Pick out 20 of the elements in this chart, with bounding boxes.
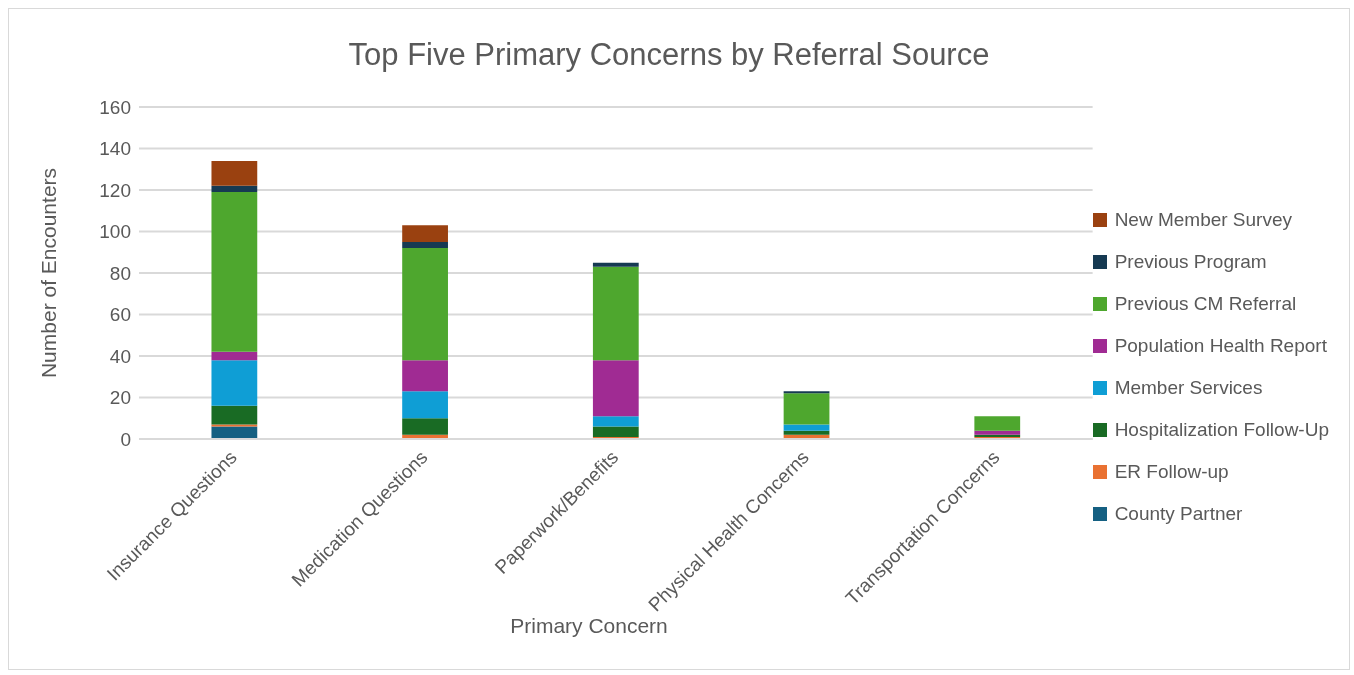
y-tick-label: 40 (109, 345, 131, 367)
legend-label: Hospitalization Follow-Up (1114, 419, 1329, 441)
y-tick-label: 60 (109, 304, 131, 326)
chart-title: Top Five Primary Concerns by Referral Source (347, 37, 991, 73)
legend-label: Previous CM Referral (1114, 293, 1297, 315)
y-tick-label: 140 (99, 138, 131, 160)
legend-label: Previous Program (1114, 251, 1267, 273)
legend-label: New Member Survey (1114, 209, 1293, 231)
legend-label: Population Health Report (1114, 335, 1327, 357)
legend-label: Member Services (1114, 377, 1263, 399)
legend-label: County Partner (1114, 503, 1243, 525)
y-tick-label: 0 (120, 428, 131, 450)
y-tick-label: 80 (109, 262, 131, 284)
x-axis-title: Primary Concern (509, 614, 669, 638)
legend-label: ER Follow-up (1114, 461, 1229, 483)
y-axis-title: Number of Encounters (37, 167, 61, 379)
y-tick-label: 100 (99, 221, 131, 243)
y-tick-label: 120 (99, 179, 131, 201)
y-tick-label: 160 (99, 96, 131, 118)
y-tick-label: 20 (109, 387, 131, 409)
